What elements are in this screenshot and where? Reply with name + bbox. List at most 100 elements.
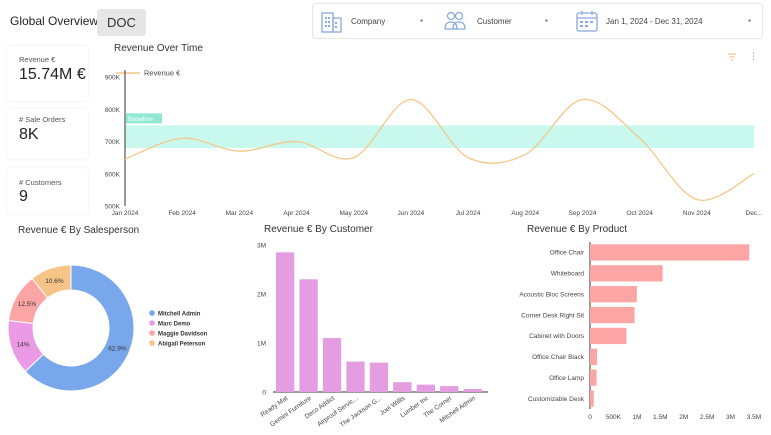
x-tick-label: 1.5M xyxy=(653,414,667,421)
salesperson-chart-title: Revenue € By Salesperson xyxy=(18,225,140,236)
page-title: Global Overview xyxy=(10,14,99,28)
y-tick-label: Corner Desk Right Sit xyxy=(521,312,584,319)
revenue-line xyxy=(124,98,755,202)
kpi-value: 8K xyxy=(19,126,39,143)
y-tick-label: Office Chair xyxy=(550,250,585,257)
slice-label: 10.6% xyxy=(45,278,64,285)
customer-filter-label: Customer xyxy=(477,16,512,26)
baseline-label: Baseline xyxy=(128,116,153,123)
donut-chart: 62.9% 14% 12.5% 10.6% Mitchell Admin Marc De… xyxy=(7,264,208,392)
y-tick-label: Acoustic Bloc Screens xyxy=(519,291,584,298)
doc-button[interactable]: DOC xyxy=(97,9,146,36)
x-tick-label: Nov 2024 xyxy=(683,210,711,217)
x-tick-label: 1M xyxy=(632,414,641,421)
company-filter-label: Company xyxy=(351,16,386,26)
customer-bar[interactable] xyxy=(463,389,482,392)
y-tick-label: 900K xyxy=(105,75,121,82)
legend-swatch xyxy=(149,310,155,316)
x-tick-label: 3.5M xyxy=(747,414,761,421)
line-chart: Revenue € Baseline 500K600K700K800K900K … xyxy=(105,69,763,218)
product-bar[interactable] xyxy=(590,286,637,303)
x-tick-label: Aug 2024 xyxy=(511,210,539,217)
product-bar[interactable] xyxy=(590,348,598,365)
y-tick-label: 2M xyxy=(257,292,266,299)
x-tick-label: May 2024 xyxy=(339,210,368,217)
product-bar[interactable] xyxy=(590,265,663,282)
kpi-revenue[interactable]: Revenue € 15.74M € xyxy=(7,46,88,101)
slice-label: 14% xyxy=(17,341,30,348)
building-icon xyxy=(321,12,342,33)
legend-label[interactable]: Revenue € xyxy=(144,69,181,78)
kpi-label: # Customers xyxy=(19,178,62,187)
x-tick-label: The Jackson G... xyxy=(339,395,383,429)
chevron-down-icon: ● xyxy=(748,18,752,24)
product-bar[interactable] xyxy=(590,327,627,345)
customer-bar[interactable] xyxy=(346,361,365,392)
filter-icon[interactable] xyxy=(727,53,737,61)
date-filter-label: Jan 1, 2024 - Dec 31, 2024 xyxy=(606,16,703,26)
date-filter[interactable]: Jan 1, 2024 - Dec 31, 2024 ● xyxy=(576,4,761,38)
slice-label: 12.5% xyxy=(18,301,37,308)
x-tick-label: Gemini Furniture xyxy=(269,395,313,429)
customer-bar[interactable] xyxy=(440,386,459,392)
x-tick-label: 0 xyxy=(588,414,592,421)
y-tick-label: 600K xyxy=(105,171,121,178)
x-tick-label: Apr 2024 xyxy=(283,210,310,217)
customer-bar[interactable] xyxy=(369,362,389,392)
customer-chart-title: Revenue € By Customer xyxy=(264,224,373,235)
x-tick-label: Jul 2024 xyxy=(456,210,481,217)
filter-bar: Company ● Customer ● Jan 1, 2024 - Dec 3… xyxy=(312,3,763,39)
x-tick-label: Sep 2024 xyxy=(569,210,597,217)
product-bar[interactable] xyxy=(590,369,597,386)
customer-bar[interactable] xyxy=(416,384,435,392)
product-bar[interactable] xyxy=(590,390,594,407)
kpi-customers[interactable]: # Customers 9 xyxy=(7,168,88,214)
calendar-icon xyxy=(576,11,598,32)
kpi-value: 9 xyxy=(19,188,28,205)
y-tick-label: 800K xyxy=(105,107,121,114)
y-tick-label: 1M xyxy=(257,341,266,348)
kpi-sale-orders[interactable]: # Sale Orders 8K xyxy=(7,109,88,159)
y-tick-label: 500K xyxy=(105,204,121,211)
slice-label: 62.9% xyxy=(108,345,127,352)
legend-label[interactable]: Maggie Davidson xyxy=(158,331,208,337)
y-tick-label: Customizable Desk xyxy=(528,396,585,403)
kpi-label: Revenue € xyxy=(19,55,56,64)
x-tick-label: 3M xyxy=(726,414,735,421)
legend-swatch xyxy=(149,330,155,336)
company-filter[interactable]: Company ● xyxy=(321,4,441,38)
product-bar[interactable] xyxy=(590,244,750,261)
x-tick-label: Dec... xyxy=(746,210,763,217)
y-tick-label: 700K xyxy=(105,139,121,146)
y-tick-label: Cabinet with Doors xyxy=(529,333,585,340)
chevron-down-icon: ● xyxy=(545,18,549,24)
more-options-icon[interactable]: ⋮ xyxy=(749,51,758,61)
x-tick-label: 500K xyxy=(606,414,622,421)
y-tick-label: Office Chair Black xyxy=(532,354,585,361)
customer-filter[interactable]: Customer ● xyxy=(443,4,568,38)
legend-label[interactable]: Marc Demo xyxy=(158,321,191,327)
customer-bar[interactable] xyxy=(393,382,412,392)
revenue-over-time-title: Revenue Over Time xyxy=(114,43,203,54)
legend-label[interactable]: Abigail Peterson xyxy=(158,341,206,347)
y-tick-label: Whiteboard xyxy=(551,271,585,278)
x-tick-label: Jun 2024 xyxy=(398,210,425,217)
product-chart-title: Revenue € By Product xyxy=(527,224,628,235)
customer-bar[interactable] xyxy=(299,279,318,392)
legend-swatch xyxy=(149,340,155,346)
customer-bar[interactable] xyxy=(276,252,295,392)
customer-bar[interactable] xyxy=(322,338,342,392)
baseline-band xyxy=(125,125,754,148)
donut-slice[interactable] xyxy=(24,264,135,392)
x-tick-label: Oct 2024 xyxy=(626,210,653,217)
product-bar[interactable] xyxy=(590,306,635,324)
x-tick-label: 2.5M xyxy=(700,414,714,421)
y-tick-label: 3M xyxy=(257,243,266,250)
legend-label[interactable]: Mitchell Admin xyxy=(158,311,201,317)
y-tick-label: Office Lamp xyxy=(549,375,584,382)
y-tick-label: 0 xyxy=(262,390,266,397)
product-bar-chart: Office Chair Whiteboard Acoustic Bloc Scre… xyxy=(519,242,761,421)
donut-slice[interactable] xyxy=(31,264,72,299)
legend-swatch xyxy=(149,320,155,326)
